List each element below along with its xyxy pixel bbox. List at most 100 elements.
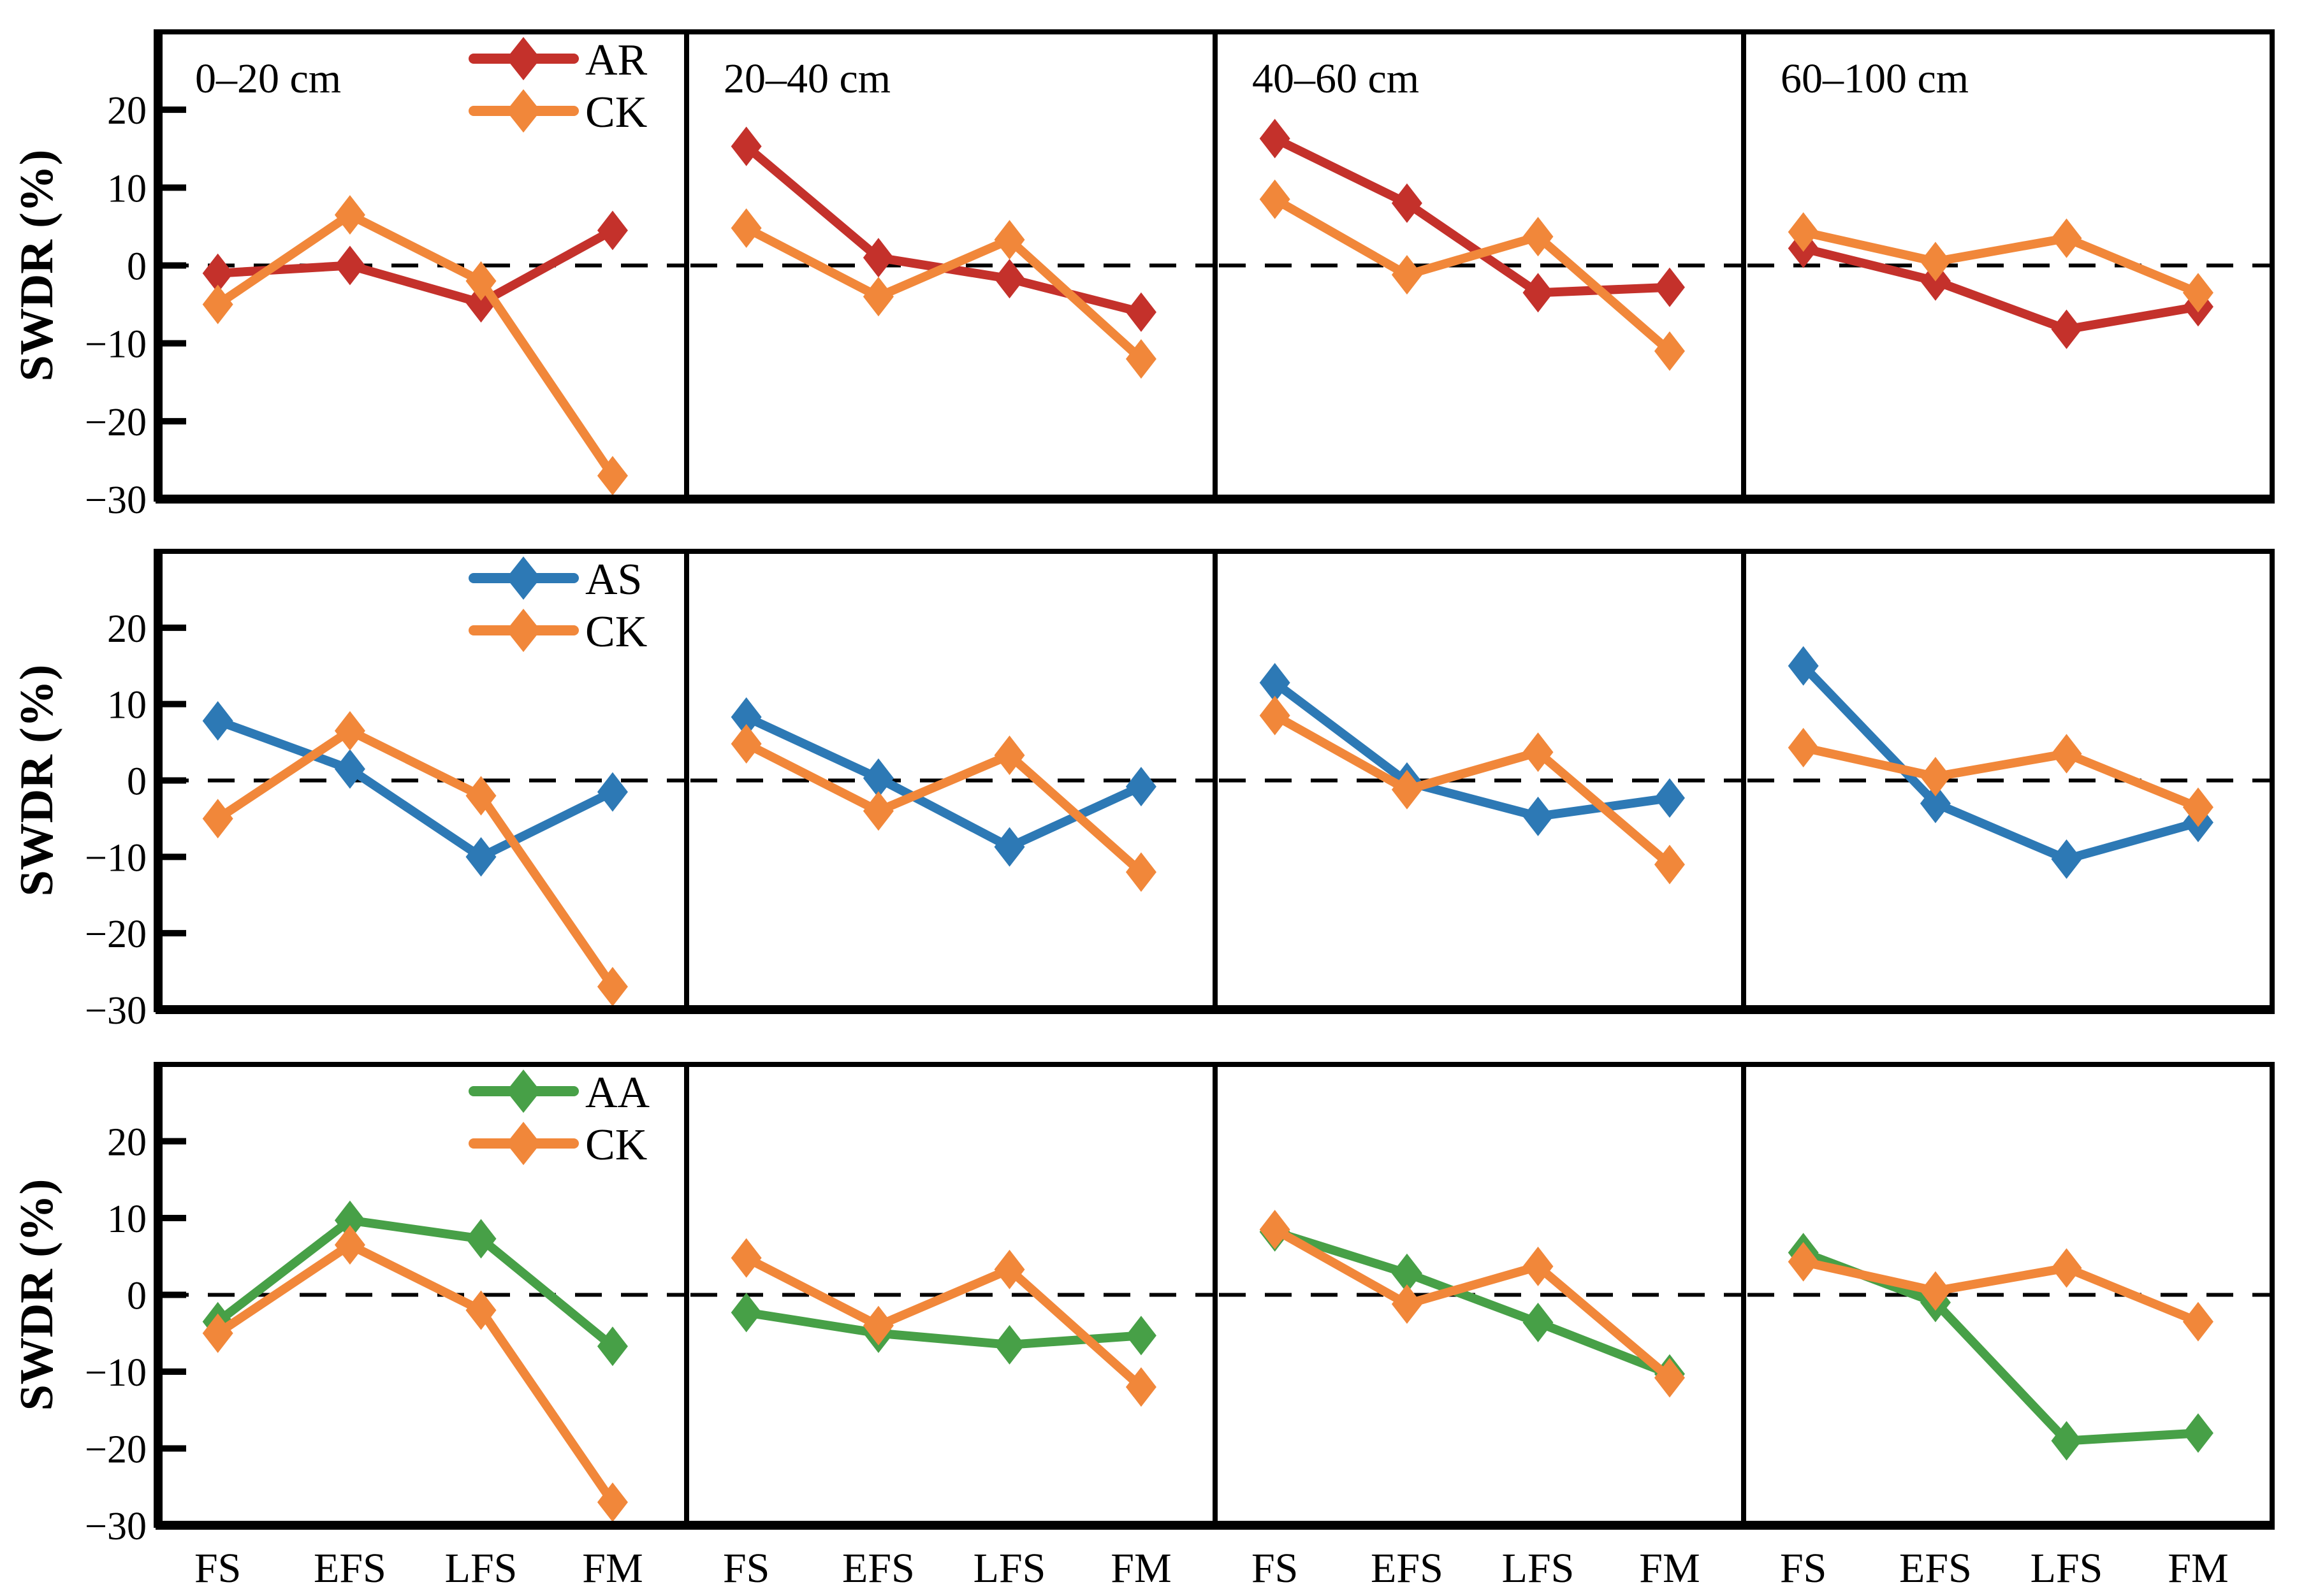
data-marker-CK — [994, 735, 1025, 775]
data-marker-AA — [2182, 1413, 2213, 1453]
panel-depth-title: 60–100 cm — [1781, 55, 1969, 102]
legend-marker-AA — [506, 1070, 541, 1113]
y-tick-label: 10 — [107, 167, 147, 210]
data-marker-AS — [1522, 796, 1554, 836]
y-tick-label: 10 — [107, 684, 147, 727]
data-marker-AS — [1788, 646, 1819, 686]
series-line-AR — [213, 226, 617, 308]
x-tick-label: FM — [1639, 1545, 1700, 1592]
legend-label-CK: CK — [585, 607, 647, 657]
data-marker-CK — [1391, 1284, 1422, 1324]
data-marker-CK — [863, 277, 894, 317]
data-marker-AA — [2051, 1421, 2082, 1461]
series-line-CK — [213, 1240, 617, 1507]
data-marker-AS — [597, 772, 628, 812]
data-marker-CK — [465, 776, 497, 816]
series-line-CK — [741, 739, 1146, 877]
data-marker-CK — [1654, 845, 1685, 885]
data-marker-CK — [334, 711, 365, 751]
x-tick-label: LFS — [445, 1545, 518, 1592]
data-marker-CK — [1125, 1367, 1156, 1407]
x-tick-label: LFS — [2031, 1545, 2103, 1592]
data-marker-CK — [731, 1238, 762, 1278]
data-marker-CK — [1259, 695, 1290, 736]
data-marker-AR — [597, 210, 628, 250]
series-line-CK — [1270, 1225, 1674, 1382]
data-marker-CK — [731, 723, 762, 764]
legend-marker-AR — [506, 37, 541, 80]
data-marker-AR — [1125, 292, 1156, 332]
series-line-CK — [213, 726, 617, 992]
data-marker-CK — [465, 261, 497, 301]
data-marker-CK — [2051, 218, 2082, 258]
data-marker-AS — [994, 827, 1025, 867]
y-tick-label: −20 — [85, 913, 147, 956]
panel-depth-title: 20–40 cm — [724, 55, 891, 102]
series-line-AS — [213, 716, 617, 862]
data-marker-CK — [994, 1249, 1025, 1289]
series-line-CK — [741, 1253, 1146, 1392]
y-tick-label: −30 — [85, 1505, 147, 1548]
series-line-CK — [213, 210, 617, 481]
legend-label-AA: AA — [585, 1068, 650, 1117]
legend-marker-CK — [506, 1122, 541, 1165]
y-tick-label: 20 — [107, 89, 147, 133]
data-marker-CK — [2051, 734, 2082, 774]
data-marker-AS — [1920, 783, 1951, 823]
data-marker-AR — [1522, 273, 1554, 313]
data-marker-AA — [334, 1200, 365, 1240]
y-tick-label: −20 — [85, 1428, 147, 1472]
data-marker-CK — [2182, 273, 2213, 313]
y-tick-label: −30 — [85, 989, 147, 1033]
x-tick-label: EFS — [314, 1545, 386, 1592]
x-tick-label: FS — [1780, 1545, 1826, 1592]
data-marker-AS — [465, 837, 497, 877]
x-tick-label: FS — [1251, 1545, 1298, 1592]
data-marker-CK — [1391, 769, 1422, 809]
y-axis-title: SWDR (%) — [11, 665, 63, 897]
data-marker-CK — [1259, 1210, 1290, 1250]
data-marker-CK — [1522, 217, 1554, 257]
y-axis-title: SWDR (%) — [11, 150, 63, 382]
legend-label-AS: AS — [585, 555, 642, 604]
x-tick-label: EFS — [842, 1545, 915, 1592]
data-marker-AS — [1125, 767, 1156, 807]
data-marker-AA — [465, 1219, 497, 1259]
series-line-CK — [1798, 227, 2203, 298]
series-line-AR — [741, 141, 1146, 317]
data-marker-AA — [597, 1326, 628, 1367]
data-marker-CK — [2182, 787, 2213, 827]
data-marker-CK — [1788, 212, 1819, 252]
data-marker-CK — [334, 195, 365, 235]
x-tick-label: LFS — [973, 1545, 1046, 1592]
y-tick-label: 10 — [107, 1198, 147, 1241]
y-tick-label: 20 — [107, 607, 147, 651]
series-line-AR — [1798, 243, 2203, 334]
data-marker-CK — [202, 1313, 233, 1353]
x-tick-label: FM — [582, 1545, 643, 1592]
legend-label-CK: CK — [585, 88, 647, 137]
series-line-CK — [1270, 711, 1674, 869]
series-line-CK — [1798, 743, 2203, 812]
data-marker-CK — [1522, 1246, 1554, 1286]
data-marker-AS — [1259, 663, 1290, 703]
series-line-AA — [741, 1308, 1146, 1349]
series-line-CK — [1270, 194, 1674, 356]
data-marker-CK — [202, 799, 233, 839]
data-marker-AR — [994, 259, 1025, 299]
series-line-CK — [741, 223, 1146, 364]
data-marker-AS — [202, 701, 233, 741]
data-marker-AR — [1259, 119, 1290, 159]
panel-depth-title: 40–60 cm — [1252, 55, 1419, 102]
data-marker-CK — [1125, 852, 1156, 892]
data-marker-AR — [334, 245, 365, 286]
data-marker-AR — [731, 126, 762, 166]
data-marker-CK — [2051, 1248, 2082, 1288]
data-marker-CK — [1920, 1271, 1951, 1311]
legend-marker-AS — [506, 556, 541, 600]
y-tick-label: 0 — [127, 760, 147, 804]
data-marker-AA — [731, 1293, 762, 1333]
data-marker-CK — [1391, 255, 1422, 295]
